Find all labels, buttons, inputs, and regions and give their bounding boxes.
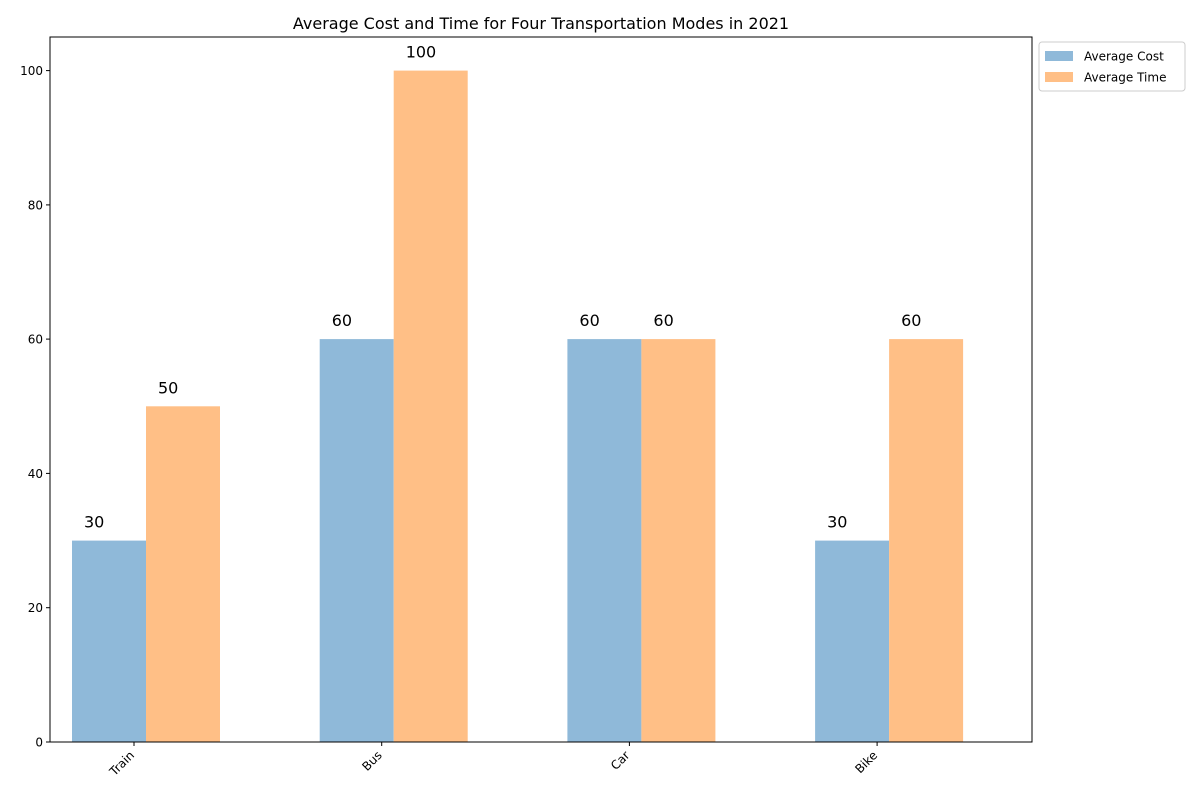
plot-frame [49,36,1033,743]
x-tick-label-bus: Bus [359,748,385,774]
x-tick-label-train: Train [106,748,137,779]
bar-bike-average-cost [815,540,890,742]
data-labels-layer: 30 50 60 100 60 60 30 60 [84,43,921,532]
y-tick-label: 0 [35,736,43,750]
legend-swatch-average-cost [1045,51,1073,61]
y-tick-label: 60 [28,333,43,347]
bar-bus-average-cost [319,339,394,742]
bar-car-average-cost [567,339,642,742]
data-label-train-average-cost: 30 [84,513,104,532]
data-label-train-average-time: 50 [158,378,178,397]
y-tick-label: 80 [28,198,43,212]
y-tick-label: 40 [28,467,43,481]
data-label-car-average-cost: 60 [579,311,599,330]
data-label-bus-average-cost: 60 [332,311,352,330]
chart-title: Average Cost and Time for Four Transport… [293,14,789,33]
bar-bike-average-time [889,339,964,742]
legend-label-average-cost: Average Cost [1084,50,1164,64]
y-tick-label: 100 [20,64,43,78]
bar-train-average-time [146,406,220,742]
data-label-bus-average-time: 100 [406,43,437,62]
bar-car-average-time [641,339,716,742]
data-label-bike-average-cost: 30 [827,513,847,532]
legend: Average Cost Average Time [1038,41,1186,92]
legend-box [1038,41,1186,92]
legend-swatch-average-time [1045,72,1073,82]
bars-layer [72,70,964,743]
x-tick-label-bike: Bike [852,748,880,776]
x-tick-label-car: Car [608,748,633,773]
data-label-bike-average-time: 60 [901,311,921,330]
bar-train-average-cost [72,540,146,742]
bar-bus-average-time [393,70,468,743]
legend-label-average-time: Average Time [1084,71,1166,85]
y-tick-label: 20 [28,601,43,615]
data-label-car-average-time: 60 [653,311,673,330]
